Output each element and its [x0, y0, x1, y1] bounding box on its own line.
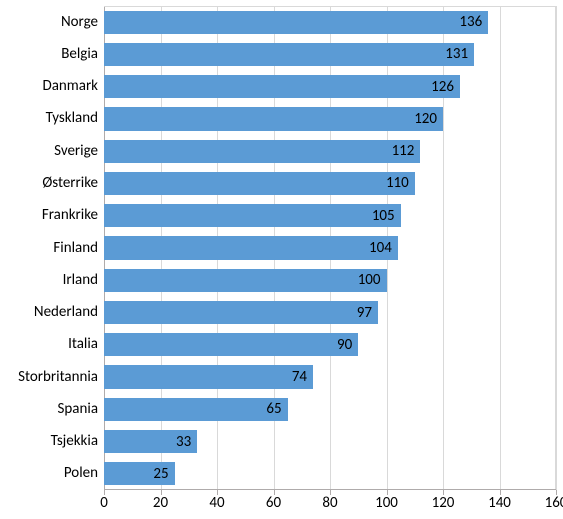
bar: 33 — [104, 430, 197, 453]
x-tick-label: 80 — [310, 494, 350, 512]
category-label: Polen — [2, 464, 98, 482]
bar: 131 — [104, 43, 474, 66]
bar: 112 — [104, 140, 420, 163]
bar: 105 — [104, 204, 401, 227]
bar-value-label: 120 — [414, 110, 437, 128]
bar: 90 — [104, 333, 358, 356]
category-label: Irland — [2, 271, 98, 289]
bar: 74 — [104, 365, 313, 388]
category-label: Tyskland — [2, 109, 98, 127]
x-tick-label: 20 — [141, 494, 181, 512]
plot-border — [555, 6, 556, 490]
bar-value-label: 105 — [372, 207, 395, 225]
category-label: Italia — [2, 335, 98, 353]
category-label: Tsjekkia — [2, 432, 98, 450]
bar-value-label: 100 — [358, 271, 381, 289]
bar-value-label: 110 — [386, 174, 409, 192]
x-tick-label: 140 — [480, 494, 520, 512]
bar-value-label: 74 — [292, 368, 307, 386]
category-label: Frankrike — [2, 206, 98, 224]
gridline — [500, 6, 501, 490]
bar: 136 — [104, 11, 488, 34]
bar: 100 — [104, 269, 387, 292]
x-tick-label: 60 — [254, 494, 294, 512]
x-tick-label: 40 — [197, 494, 237, 512]
x-tick-label: 0 — [84, 494, 124, 512]
bar-value-label: 131 — [445, 45, 468, 63]
bar: 110 — [104, 172, 415, 195]
bar-value-label: 104 — [369, 239, 392, 257]
bar: 126 — [104, 75, 460, 98]
bar: 104 — [104, 236, 398, 259]
bar-value-label: 126 — [431, 78, 454, 96]
bar: 25 — [104, 462, 175, 485]
plot-area: 136 131 126 120 112 110 105 104 100 97 90 74 65 33 25 — [104, 6, 556, 490]
category-label: Spania — [2, 400, 98, 418]
bar: 120 — [104, 107, 443, 130]
category-label: Norge — [2, 13, 98, 31]
bar-value-label: 33 — [176, 433, 191, 451]
category-label: Finland — [2, 239, 98, 257]
x-tick-label: 160 — [536, 494, 563, 512]
bar-value-label: 65 — [266, 400, 281, 418]
category-label: Danmark — [2, 77, 98, 95]
category-label: Nederland — [2, 303, 98, 321]
category-label: Storbritannia — [2, 368, 98, 386]
x-tick-label: 100 — [367, 494, 407, 512]
bar: 65 — [104, 398, 288, 421]
plot-border — [104, 6, 556, 7]
bar-value-label: 25 — [153, 465, 168, 483]
bar-value-label: 97 — [357, 304, 372, 322]
bar: 97 — [104, 301, 378, 324]
country-index-bar-chart: 136 131 126 120 112 110 105 104 100 97 90 74 65 33 25 N… — [0, 0, 563, 519]
category-label: Østerrike — [2, 174, 98, 192]
bar-value-label: 112 — [392, 142, 415, 160]
gridline — [556, 6, 557, 490]
x-tick-label: 120 — [423, 494, 463, 512]
bar-value-label: 136 — [459, 13, 482, 31]
category-label: Sverige — [2, 142, 98, 160]
category-label: Belgia — [2, 45, 98, 63]
bar-value-label: 90 — [337, 336, 352, 354]
